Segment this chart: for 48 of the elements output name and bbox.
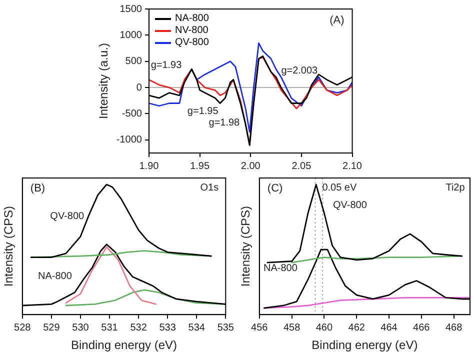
x-tick-label: 529 <box>43 322 60 334</box>
x-tick-label: 531 <box>101 322 118 334</box>
x-tick-label: 535 <box>217 322 234 334</box>
y-tick-label: 0 <box>136 82 142 94</box>
y-tick-label: 1000 <box>120 30 142 41</box>
x-tick-label: 534 <box>188 322 206 334</box>
x-tick-label: 458 <box>283 322 301 334</box>
legend-label: NV-800 <box>174 25 208 37</box>
x-tick-label: 2.05 <box>292 160 312 172</box>
y-tick-label: 500 <box>125 56 142 68</box>
annotation: g=1.98 <box>208 118 240 129</box>
x-axis-title: Binding energy (eV) <box>312 338 418 352</box>
x-tick-label: 468 <box>445 322 463 334</box>
x-tick-label: 532 <box>130 322 148 334</box>
x-tick-label: 466 <box>413 322 430 334</box>
annotation: g=1.93 <box>150 60 182 71</box>
x-tick-label: 530 <box>72 322 90 334</box>
annotation: Ti2p <box>446 182 466 194</box>
text: (A) <box>330 14 344 27</box>
x-tick-label: 1.90 <box>139 160 160 172</box>
x-tick-label: 456 <box>251 322 268 334</box>
annotation: O1s <box>200 182 219 194</box>
x-tick-label: 533 <box>159 322 176 334</box>
x-tick-label: 462 <box>348 322 366 334</box>
y-axis-title: Intensity (a.u.) <box>96 42 111 120</box>
x-tick-label: 528 <box>14 322 32 334</box>
y-tick-label: -500 <box>122 108 142 120</box>
y-axis-title: Intensity (CPS) <box>2 206 16 287</box>
y-tick-label: -1000 <box>116 134 142 146</box>
x-axis-title: Binding energy (eV) <box>71 338 178 352</box>
x-tick-label: 464 <box>380 322 398 334</box>
x-tick-label: 1.95 <box>190 160 210 172</box>
annotation: NA-800 <box>38 271 72 282</box>
annotation: 0.05 eV <box>322 182 357 194</box>
chart-title: (B) <box>30 182 46 195</box>
chart-title: (C) <box>267 182 283 195</box>
annotation: g=2.003 <box>281 66 318 77</box>
x-tick-label: 460 <box>316 322 333 334</box>
annotation: g=1.95 <box>187 106 219 117</box>
annotation: NA-800 <box>264 262 298 274</box>
legend-label: NA-800 <box>174 13 209 25</box>
y-axis-title: Intensity (CPS) <box>238 206 253 287</box>
legend-label: QV-800 <box>174 37 209 49</box>
x-tick-label: 2.10 <box>342 160 362 172</box>
annotation: QV-800 <box>332 200 368 212</box>
annotation: QV-800 <box>50 211 85 222</box>
y-tick-label: 1500 <box>120 4 142 15</box>
x-tick-label: 2.00 <box>240 160 261 172</box>
